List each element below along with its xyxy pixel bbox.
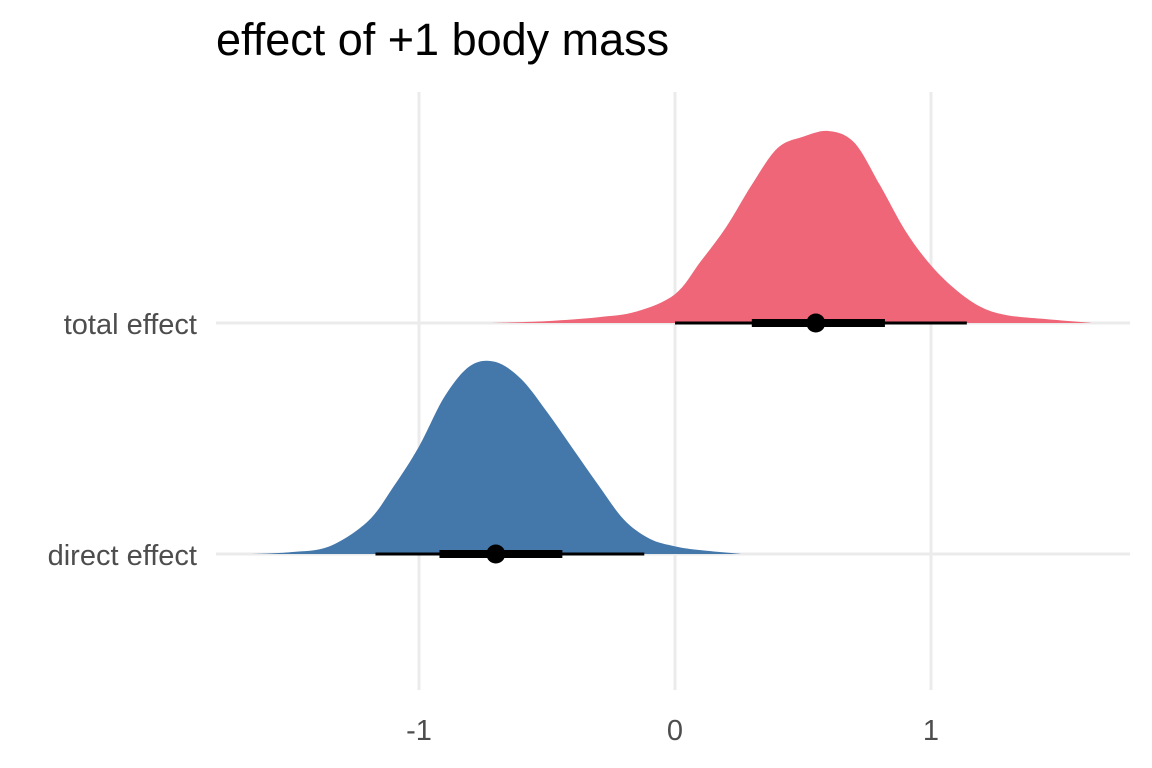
y-category-label: total effect	[64, 309, 197, 341]
x-tick-label: 1	[923, 715, 939, 747]
point-estimate	[806, 313, 826, 333]
point-estimate	[486, 544, 506, 564]
grid	[216, 92, 1130, 690]
density-ridge-total-effect	[490, 130, 1093, 323]
x-tick-label: 0	[667, 715, 683, 747]
density-ridge-direct-effect	[252, 360, 742, 554]
chart-title: effect of +1 body mass	[216, 14, 670, 65]
series-layer	[252, 130, 1093, 564]
x-tick-label: -1	[406, 715, 432, 747]
axis-labels: -1 0 1 total effect direct effect	[48, 309, 939, 747]
y-category-label: direct effect	[48, 540, 197, 572]
